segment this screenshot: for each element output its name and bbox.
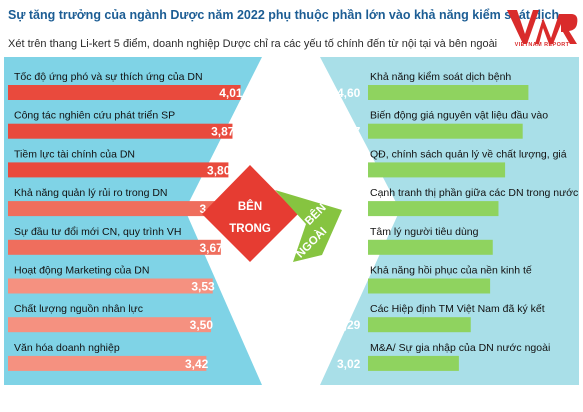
left-bar-3 [8,162,229,178]
right-bar-1 [368,85,529,100]
right-bar-3 [368,162,506,178]
center-diamond: BÊN TRONG BÊN NGOÀI [202,165,342,262]
right-bar-label-7: Các Hiệp định TM Việt Nam đã ký kết [370,303,545,315]
left-bar-label-5: Sự đầu tư đổi mới CN, quy trình VH [14,226,181,238]
left-bar-value-8: 3,42 [185,357,209,371]
right-bar-label-5: Tâm lý người tiêu dùng [370,226,479,238]
left-bar-label-3: Tiềm lực tài chính của DN [14,148,135,160]
right-bar-8 [368,355,459,371]
chart-title: Sự tăng trưởng của ngành Dược năm 2022 p… [8,8,560,22]
chart-subtitle: Xét trên thang Li-kert 5 điểm, doanh ngh… [8,38,498,50]
left-bar-label-2: Công tác nghiên cứu phát triển SP [14,110,175,122]
logo-text: VIETNAM REPORT [514,42,570,48]
left-panel-background [4,57,262,385]
right-bar-value-2: 4,47 [337,125,361,139]
right-bar-value-5: 3,79 [337,241,361,255]
right-bar-label-2: Biến động giá nguyên vật liệu đầu vào [370,110,548,122]
right-bar-2 [368,123,523,139]
right-bar-value-4: 3,92 [337,202,361,216]
left-bar-value-6: 3,53 [191,280,215,294]
right-bar-value-6: 3,73 [337,280,361,294]
right-bar-label-1: Khả năng kiểm soát dịch bệnh [370,71,511,83]
right-bar-label-4: Cạnh tranh thị phần giữa các DN trong nư… [370,187,578,199]
diamond-outer-band [275,190,342,262]
right-bar-6 [368,278,491,294]
right-bar-value-8: 3,02 [337,357,361,371]
right-bar-value-3: 4,07 [337,163,361,177]
left-bar-label-7: Chất lượng nguồn nhân lực [14,303,143,315]
left-bar-8 [8,355,207,371]
left-bar-label-8: Văn hóa doanh nghiệp [14,342,120,354]
left-bar-value-2: 3,87 [211,125,235,139]
left-bar-4 [8,201,221,217]
left-bar-value-1: 4,01 [219,86,243,100]
left-bar-7 [8,317,211,333]
right-bar-label-3: QĐ, chính sách quản lý về chất lượng, gi… [370,148,567,160]
left-bar-5 [8,239,221,255]
right-panel-background [320,57,579,385]
right-bar-value-7: 3,29 [337,318,361,332]
left-bar-value-3: 3,80 [207,163,231,177]
left-bar-2 [8,123,233,139]
right-bar-5 [368,239,493,255]
right-bar-4 [368,201,499,217]
right-bar-value-1: 4,60 [337,86,361,100]
diamond-inner [202,165,298,262]
left-bar-6 [8,278,213,294]
left-bar-label-1: Tốc độ ứng phó và sự thích ứng của DN [14,71,203,83]
vietnam-report-logo [507,10,578,44]
left-bar-label-4: Khả năng quản lý rủi ro trong DN [14,187,168,199]
right-bar-label-6: Khả năng hồi phục của nền kinh tế [370,265,532,277]
left-bar-value-7: 3,50 [190,318,214,332]
right-bar-label-8: M&A/ Sự gia nhập của DN nước ngoài [370,342,550,354]
left-bar-1 [8,85,241,100]
left-bar-value-5: 3,67 [200,241,224,255]
right-bar-7 [368,317,471,333]
diamond-inner-line1: BÊN [238,200,262,213]
left-bar-label-6: Hoạt động Marketing của DN [14,265,149,277]
diamond-inner-line2: TRONG [229,223,271,235]
